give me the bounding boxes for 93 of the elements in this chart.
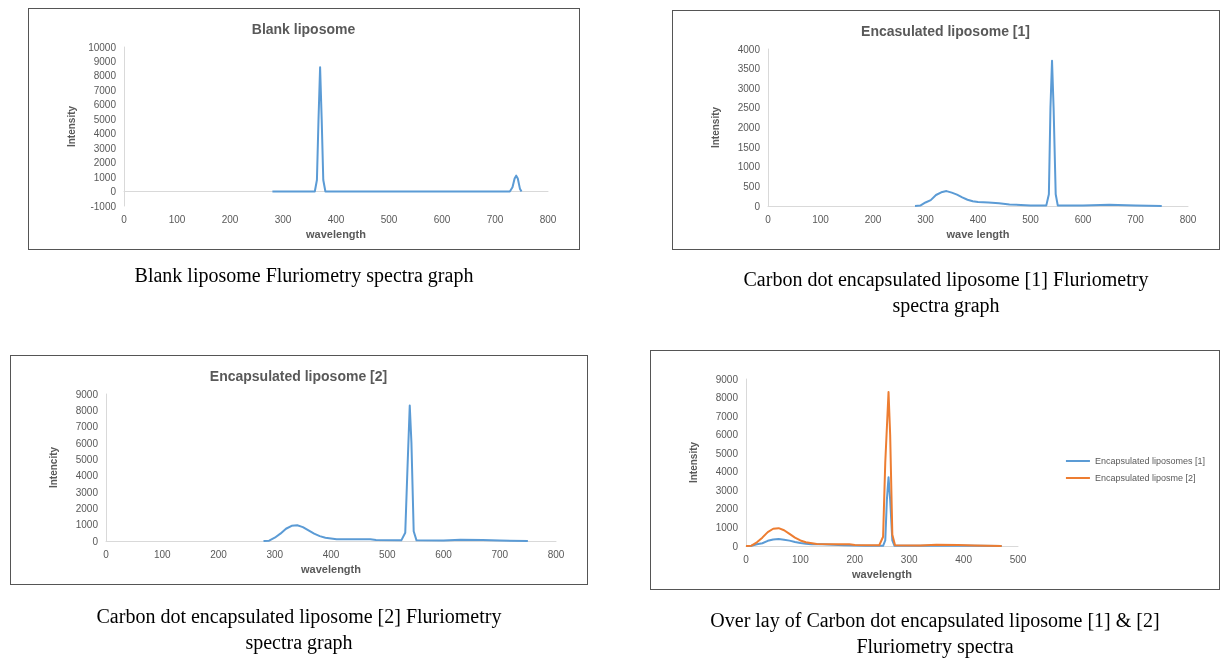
y-tick-label: 0 [732, 540, 739, 552]
chart-title: Encasulated liposome [1] [861, 23, 1030, 39]
y-tick-label: 8000 [715, 392, 739, 404]
y-tick-label: 4000 [715, 466, 739, 478]
x-tick-label: 0 [121, 213, 128, 225]
x-tick-label: 100 [168, 213, 186, 225]
y-tick-label: 6000 [715, 429, 739, 441]
y-tick-label: 3000 [737, 82, 761, 94]
y-tick-label: 8000 [93, 70, 117, 82]
y-tick-label: 2000 [93, 157, 117, 169]
y-axis-title: Intensity [709, 106, 721, 149]
y-tick-label: 8000 [75, 404, 99, 416]
y-tick-label: 4000 [93, 128, 117, 140]
x-tick-label: 400 [955, 553, 973, 565]
y-tick-label: 3500 [737, 63, 761, 75]
x-tick-label: 400 [969, 213, 987, 225]
y-tick-label: 3000 [93, 142, 117, 154]
x-tick-label: 200 [221, 213, 239, 225]
y-tick-label: 4000 [75, 470, 99, 482]
legend-label: Encapsulated liposme [2] [1094, 473, 1196, 483]
x-axis-title: wavelength [300, 563, 362, 576]
y-tick-label: 5000 [715, 447, 739, 459]
y-axis-title: Intencity [47, 446, 59, 489]
line-series [262, 404, 529, 542]
x-tick-label: 500 [378, 548, 397, 560]
line-series [745, 390, 1003, 547]
x-axis-title: wavelength [851, 568, 913, 581]
x-tick-label: 600 [1074, 213, 1092, 225]
x-tick-label: 100 [153, 548, 172, 560]
x-tick-label: 300 [266, 548, 284, 560]
y-tick-label: 5000 [93, 113, 117, 125]
y-tick-label: 3000 [715, 484, 739, 496]
y-tick-label: 500 [743, 180, 761, 192]
y-tick-label: 2500 [737, 102, 761, 114]
y-tick-label: 0 [754, 200, 761, 212]
y-tick-label: 6000 [75, 437, 99, 449]
x-tick-label: 300 [900, 553, 918, 565]
x-tick-label: 600 [433, 213, 451, 225]
y-tick-label: 1000 [93, 171, 117, 183]
x-tick-label: 0 [765, 213, 772, 225]
x-tick-label: 300 [917, 213, 935, 225]
line-series [914, 59, 1163, 207]
line-series [271, 66, 523, 193]
y-tick-label: 0 [92, 535, 99, 547]
y-tick-label: 2000 [75, 502, 99, 514]
y-tick-label: 1000 [715, 521, 739, 533]
text: Over lay of Carbon dot encapsulated liposome [1] & [2] Fluriometry spectra [709, 608, 1161, 659]
y-tick-label: 9000 [93, 55, 117, 67]
x-tick-label: 200 [210, 548, 228, 560]
y-tick-label: 1500 [737, 141, 761, 153]
y-tick-label: 7000 [715, 410, 739, 422]
legend-label: Encapsulated liposomes [1] [1094, 456, 1206, 466]
y-tick-label: 9000 [715, 373, 739, 385]
x-axis-title: wavelength [305, 228, 367, 241]
y-tick-label: 7000 [93, 84, 117, 96]
y-tick-label: 1000 [75, 519, 99, 531]
text: Carbon dot encapsulated liposome [1] Fluriometry spectra graph [742, 267, 1150, 318]
x-tick-label: 100 [812, 213, 830, 225]
y-axis-title: Intensity [65, 105, 77, 148]
x-tick-label: 800 [547, 548, 565, 560]
x-tick-label: 200 [864, 213, 882, 225]
x-axis-title: wave length [945, 228, 1010, 241]
y-tick-label: 2000 [737, 122, 761, 133]
y-axis-title: Intensity [687, 441, 699, 484]
x-tick-label: 800 [1179, 213, 1197, 225]
chart-title: Encapsulated liposome [2] [209, 368, 388, 384]
x-tick-label: 400 [322, 548, 340, 560]
x-tick-label: 700 [486, 213, 504, 225]
text: Carbon dot encapsulated liposome [2] Fluriometry spectra graph [95, 604, 503, 655]
chart-title: Blank liposome [251, 21, 356, 37]
y-tick-label: 3000 [75, 486, 99, 498]
y-tick-label: 6000 [93, 99, 117, 111]
x-tick-label: 300 [274, 213, 292, 225]
x-tick-label: 800 [539, 213, 557, 225]
y-tick-label: 0 [110, 186, 117, 198]
x-tick-label: 500 [380, 213, 398, 225]
y-tick-label: -1000 [90, 200, 117, 212]
y-tick-label: 4000 [737, 43, 761, 55]
y-tick-label: 9000 [75, 388, 99, 400]
x-tick-label: 500 [1022, 213, 1040, 225]
x-tick-label: 400 [327, 213, 345, 225]
x-tick-label: 500 [1009, 553, 1027, 565]
y-tick-label: 10000 [88, 41, 117, 53]
x-tick-label: 100 [792, 553, 810, 565]
text: Blank liposome Fluriometry spectra graph [133, 263, 475, 288]
y-tick-label: 2000 [715, 503, 739, 515]
x-tick-label: 200 [846, 553, 864, 565]
y-tick-label: 7000 [75, 421, 99, 433]
y-tick-label: 5000 [75, 453, 99, 465]
x-tick-label: 700 [491, 548, 509, 560]
x-tick-label: 600 [435, 548, 453, 560]
x-tick-label: 700 [1127, 213, 1145, 225]
y-tick-label: 1000 [737, 161, 761, 173]
